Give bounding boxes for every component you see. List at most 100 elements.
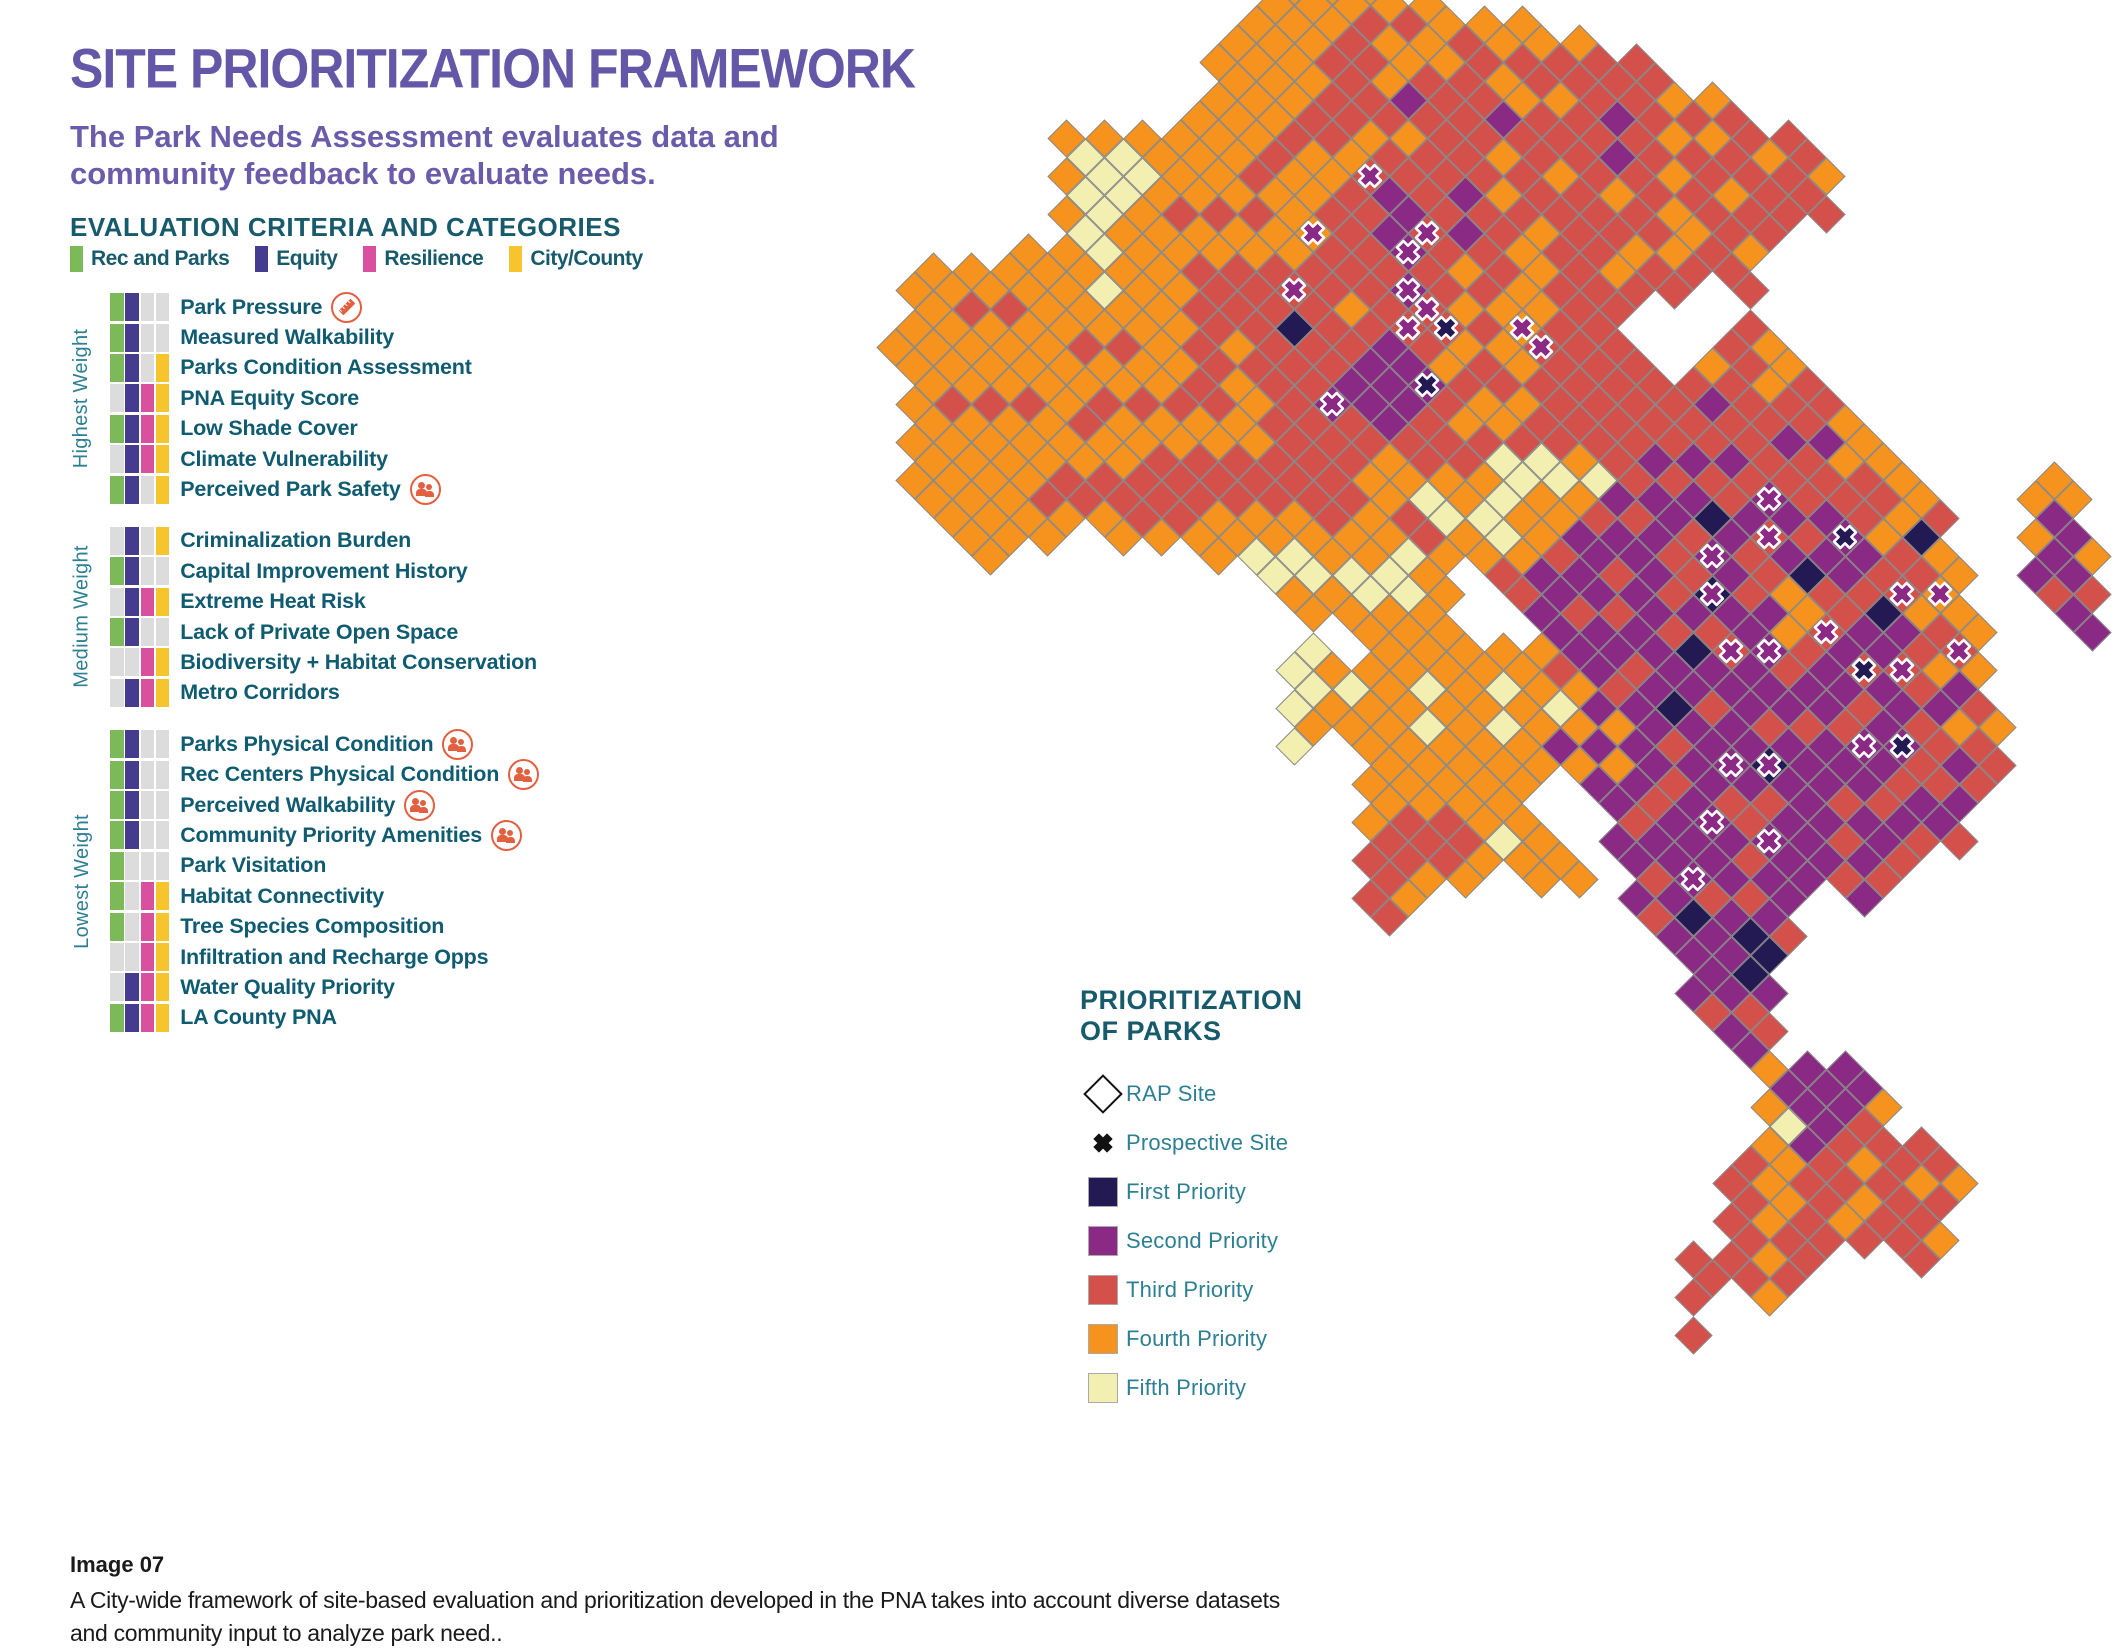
x-mark-icon: [1395, 315, 1421, 341]
criteria-row: Criminalization Burden: [110, 526, 710, 556]
ruler-bar: [338, 298, 356, 316]
map-legend-item: RAP Site: [1080, 1069, 1303, 1118]
prospective-site-mark: [1828, 520, 1862, 554]
category-cell: [155, 526, 170, 555]
category-cell: [125, 678, 139, 707]
category-cell: [140, 587, 155, 616]
category-swatch: [70, 246, 83, 272]
category-cell-empty: [110, 587, 124, 616]
category-cell: [155, 973, 170, 1002]
criteria-label: Measured Walkability: [180, 325, 395, 350]
prospective-site-mark: [1391, 235, 1425, 269]
subtitle-line: community feedback to evaluate needs.: [70, 156, 656, 191]
page-title: SITE PRIORITIZATION FRAMEWORK: [70, 37, 916, 100]
category-cell-empty: [155, 293, 170, 322]
criteria-row: Perceived Park Safety: [110, 474, 710, 506]
category-cell-empty: [140, 353, 155, 382]
people-icon: [409, 474, 441, 506]
category-cell-empty: [140, 475, 155, 504]
x-mark-icon: [1433, 315, 1459, 341]
priority-swatch-color: [1088, 1274, 1118, 1305]
criteria-row: Infiltration and Recharge Opps: [110, 942, 710, 972]
category-cell: [125, 821, 139, 850]
x-mark-icon: [1889, 581, 1915, 607]
criteria-row: Lack of Private Open Space: [110, 617, 710, 647]
criteria-label: Park Visitation: [180, 853, 327, 878]
x-mark-icon: [1851, 733, 1877, 759]
category-cell: [140, 973, 155, 1002]
criteria-row: Biodiversity + Habitat Conservation: [110, 647, 710, 677]
category-cell: [155, 384, 170, 413]
category-label: Rec and Parks: [91, 247, 230, 270]
x-mark-icon: [1946, 638, 1972, 664]
category-cell-empty: [140, 791, 155, 820]
diamond-outline-icon: [1083, 1073, 1123, 1114]
prospective-site-mark: [1847, 653, 1881, 687]
page-subtitle: The Park Needs Assessment evaluates data…: [70, 118, 779, 192]
category-cell: [125, 791, 139, 820]
criteria-label: Tree Species Composition: [180, 914, 445, 939]
x-mark-icon: [1756, 486, 1782, 512]
prospective-site-mark: [1410, 216, 1444, 250]
category-cell: [140, 678, 155, 707]
category-cell-empty: [110, 445, 124, 474]
map-legend: PRIORITIZATION OF PARKS RAP Site Prospecti…: [1080, 985, 1303, 1412]
category-cell: [125, 414, 139, 443]
criteria-row: Climate Vulnerability: [110, 444, 710, 474]
criteria-label: Parks Physical Condition: [180, 731, 434, 756]
category-cell: [110, 882, 124, 911]
category-cell-empty: [140, 851, 155, 880]
category-cell-empty: [140, 293, 155, 322]
category-cell-empty: [140, 730, 155, 759]
x-mark-icon: [1414, 220, 1440, 246]
x-mark-icon: [1281, 277, 1307, 303]
category-cell: [125, 526, 139, 555]
criteria-label: Parks Condition Assessment: [180, 355, 472, 380]
person-body: [419, 806, 429, 813]
category-cell-empty: [155, 851, 170, 880]
prospective-site-mark: [1524, 330, 1558, 364]
x-mark-icon: [1927, 581, 1953, 607]
x-mark-icon: [1699, 809, 1725, 835]
category-cell-empty: [125, 851, 139, 880]
priority-swatch-color: [1088, 1323, 1118, 1354]
priority-swatch: [1080, 1323, 1126, 1354]
map-legend-items: RAP Site Prospective Site First Priority Se…: [1080, 1069, 1303, 1412]
criteria-label: Extreme Heat Risk: [180, 589, 366, 614]
criteria-label: LA County PNA: [180, 1005, 337, 1030]
category-cell-empty: [125, 943, 139, 971]
person-body: [506, 836, 516, 843]
category-cell-empty: [140, 618, 155, 647]
prospective-site-icon: [1080, 1128, 1126, 1158]
x-mark-icon: [1756, 828, 1782, 854]
criteria-row: Park Visitation: [110, 851, 710, 881]
category-cell: [125, 587, 139, 616]
category-cell: [110, 821, 124, 850]
x-mark-icon: [1889, 733, 1915, 759]
criteria-label: Lack of Private Open Space: [180, 619, 459, 644]
criteria-label: PNA Equity Score: [180, 385, 359, 410]
prospective-site-mark: [1752, 634, 1786, 668]
x-mark-icon: [1414, 296, 1440, 322]
map-legend-label: Third Priority: [1126, 1276, 1254, 1302]
category-cell: [140, 1003, 155, 1032]
x-mark-icon: [1414, 372, 1440, 398]
category-cell: [125, 557, 139, 586]
criteria-row: Capital Improvement History: [110, 556, 710, 586]
category-swatch: [255, 246, 269, 272]
weight-label-text: Highest Weight: [70, 328, 93, 469]
category-cell-empty: [110, 384, 124, 413]
prospective-site-mark: [1714, 634, 1748, 668]
x-mark-icon: [1093, 1132, 1113, 1153]
prospective-site-mark: [1752, 520, 1786, 554]
map-legend-item: Third Priority: [1080, 1265, 1303, 1314]
category-cell: [140, 912, 155, 941]
person-head: [507, 829, 514, 836]
x-mark-icon: [1813, 619, 1839, 645]
rap-site-icon: [1080, 1073, 1126, 1114]
category-swatch: [509, 246, 523, 272]
x-mark-icon: [1756, 638, 1782, 664]
person-head: [450, 736, 458, 744]
map-legend-label: Prospective Site: [1126, 1129, 1289, 1155]
